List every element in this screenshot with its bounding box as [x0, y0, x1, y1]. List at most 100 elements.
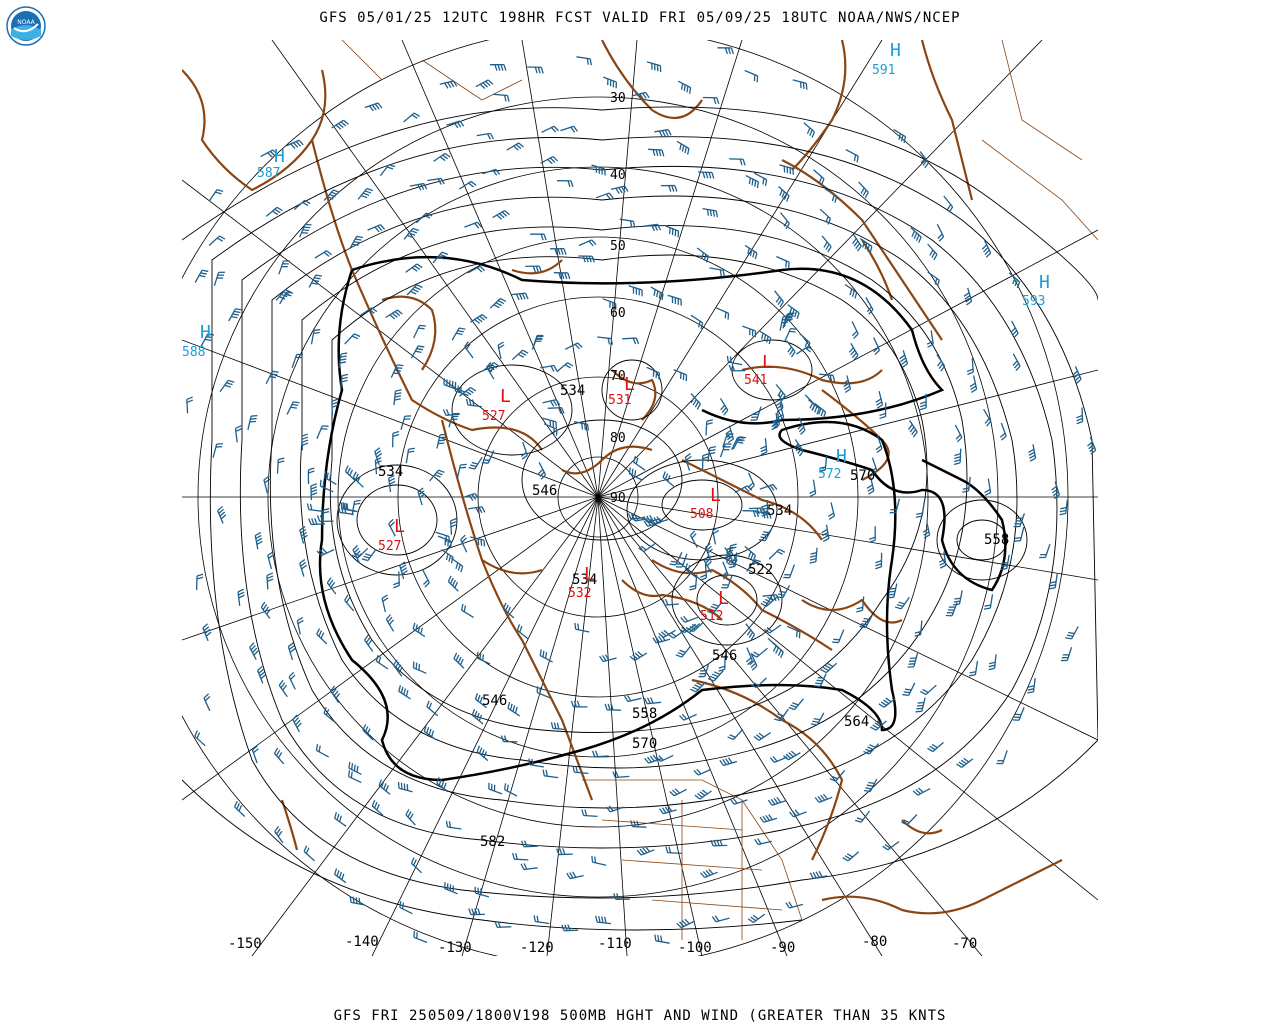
- wind-barb: [489, 297, 507, 309]
- wind-barb: [423, 725, 437, 741]
- wind-barb: [352, 471, 364, 488]
- svg-text:508: 508: [690, 507, 713, 522]
- wind-barb: [745, 647, 753, 666]
- low-pressure-group: L 527 L 531 L 541 L 508 L 527 L 532: [378, 352, 773, 624]
- wind-barb: [476, 132, 495, 140]
- wind-barb: [291, 353, 303, 369]
- wind-barb: [556, 848, 573, 856]
- wind-barb: [426, 700, 439, 717]
- wind-barb: [307, 467, 315, 485]
- wind-barb: [450, 557, 464, 573]
- wind-barb: [865, 297, 874, 315]
- wind-barb: [999, 422, 1007, 441]
- wind-barb: [809, 479, 817, 498]
- wind-barb: [208, 189, 224, 202]
- wind-barb: [468, 456, 483, 470]
- wind-barb: [889, 498, 901, 514]
- wind-barb: [878, 697, 896, 708]
- wind-barb: [776, 255, 790, 269]
- wind-barb: [907, 653, 919, 668]
- svg-text:H: H: [1039, 272, 1050, 293]
- wind-barb: [665, 225, 680, 238]
- wind-barb: [744, 545, 757, 562]
- bold-contours: [318, 255, 1007, 782]
- wind-barb: [525, 265, 543, 273]
- wind-barb: [400, 415, 412, 430]
- wind-barb: [749, 652, 758, 671]
- wind-barb: [775, 384, 786, 401]
- svg-text:L: L: [624, 374, 635, 395]
- contour-label: 534: [572, 572, 597, 588]
- wind-barb: [265, 370, 279, 385]
- wind-barb: [701, 453, 710, 470]
- wind-barb: [797, 417, 806, 435]
- high-center: H 572: [818, 446, 847, 482]
- wind-barb: [829, 769, 846, 782]
- wind-barb: [212, 443, 224, 458]
- wind-barb: [405, 447, 415, 464]
- wind-barb: [718, 655, 726, 672]
- height-contours: [182, 106, 1098, 931]
- wind-barb: [553, 272, 571, 280]
- wind-barb: [646, 366, 661, 380]
- wind-barb: [1027, 677, 1036, 694]
- wind-barb: [249, 642, 259, 661]
- latitude-label: 50: [610, 239, 626, 254]
- wind-barb: [251, 745, 259, 764]
- wind-barb: [859, 614, 873, 629]
- wind-barb: [721, 574, 734, 589]
- wind-barb: [899, 350, 909, 368]
- wind-barb: [1012, 706, 1025, 721]
- wind-barb: [406, 284, 423, 296]
- wind-barb: [597, 336, 614, 345]
- wind-barb: [694, 789, 712, 800]
- wind-barb: [306, 503, 323, 512]
- wind-barb: [578, 255, 595, 263]
- wind-barb: [409, 182, 428, 191]
- wind-barb: [497, 341, 505, 360]
- wind-barb: [481, 450, 495, 464]
- wind-barb: [413, 930, 428, 944]
- wind-barb: [296, 616, 304, 635]
- wind-barb: [633, 455, 646, 471]
- wind-barb: [684, 453, 692, 471]
- wind-barb: [744, 69, 759, 83]
- svg-text:527: 527: [378, 539, 401, 554]
- wind-barb: [804, 394, 816, 411]
- wind-barb: [520, 840, 538, 848]
- wind-barb: [644, 754, 663, 764]
- low-center: L 527: [482, 386, 511, 424]
- wind-barb: [875, 552, 883, 570]
- low-center: L 531: [608, 374, 635, 408]
- wind-barb: [799, 333, 811, 349]
- wind-barb: [331, 119, 349, 130]
- wind-barb: [393, 571, 400, 589]
- wind-barb: [572, 765, 589, 775]
- wind-barb: [393, 389, 402, 406]
- contour-label: 564: [844, 714, 869, 730]
- wind-barb: [789, 809, 807, 818]
- wind-barb: [470, 314, 488, 324]
- wind-barb: [194, 269, 209, 283]
- wind-barb: [697, 171, 715, 179]
- wind-barb: [460, 534, 468, 553]
- wind-barbs: [186, 47, 1097, 944]
- wind-barb: [712, 526, 720, 545]
- wind-barb: [887, 583, 898, 599]
- wind-barb: [385, 614, 395, 632]
- wind-barb: [410, 345, 425, 359]
- wind-barb: [818, 455, 828, 473]
- wind-barb: [413, 324, 426, 339]
- high-center: H 588: [182, 322, 211, 360]
- wind-barb: [622, 337, 640, 345]
- wind-barb: [643, 514, 661, 523]
- wind-barb: [842, 851, 860, 862]
- wind-barb: [316, 547, 335, 557]
- wind-barb: [348, 761, 362, 775]
- wind-barb: [662, 471, 675, 487]
- wind-barb: [648, 148, 665, 157]
- wind-barb: [767, 637, 779, 654]
- wind-barb: [813, 169, 825, 186]
- wind-barb: [417, 487, 426, 506]
- wind-barb: [722, 433, 734, 448]
